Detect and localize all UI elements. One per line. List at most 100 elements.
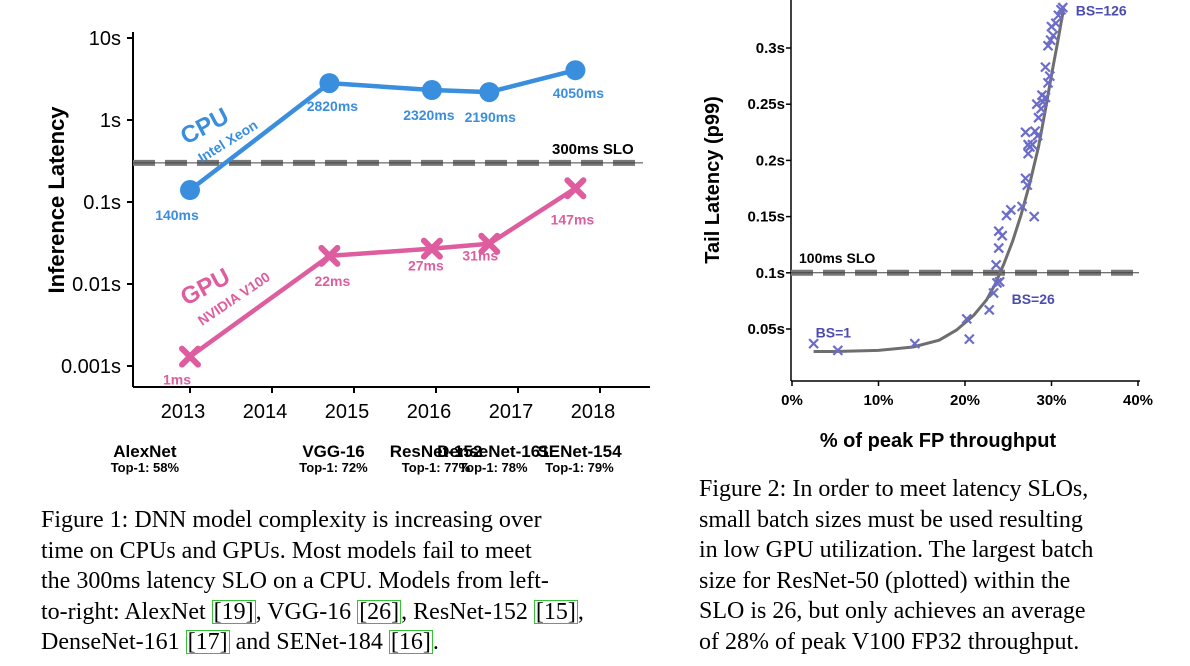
model-top1: Top-1: 79% <box>545 460 614 475</box>
f2-data-point <box>1044 70 1056 82</box>
f2-data-point <box>993 242 1005 254</box>
f2-data-point <box>1005 204 1017 216</box>
model-name: VGG-16 <box>302 442 364 461</box>
f1-x-tick-label: 2018 <box>571 401 616 423</box>
gpu-data-point <box>318 244 341 267</box>
caption-text: , VGG-16 <box>255 598 358 625</box>
cpu-data-label: 140ms <box>155 207 199 223</box>
f2-caption-line: size for ResNet-50 (plotted) within the <box>699 567 1071 594</box>
citation-link[interactable]: [26] <box>357 598 402 625</box>
f2-data-point <box>909 338 921 349</box>
f2-caption-line: Figure 2: In order to meet latency SLOs, <box>699 476 1089 502</box>
cpu-data-label: 4050ms <box>553 85 605 101</box>
f2-annotation-label: BS=1 <box>816 325 852 341</box>
model-top1: Top-1: 78% <box>459 460 528 475</box>
gpu-data-label: 31ms <box>462 248 498 264</box>
f2-caption-line: in low GPU utilization. The largest batc… <box>699 537 1094 563</box>
f2-data-point <box>983 304 995 316</box>
gpu-series-line <box>188 186 577 359</box>
f2-data-point <box>1022 179 1033 191</box>
f2-caption-line: SLO is 26, but only achieves an average <box>699 598 1086 624</box>
figure-2-chart: 0.05s 0.1s 0.15s 0.2s 0.25s 0.3s 0% 10% 20% 30% 4… <box>702 0 1153 452</box>
f2-y-axis-label: Tail Latency (p99) <box>702 96 724 263</box>
gpu-data-label: 22ms <box>314 273 350 289</box>
gpu-data-label: 147ms <box>551 211 595 227</box>
f2-x-tick-label: 10% <box>863 392 893 409</box>
f2-caption-line: small batch sizes must be used resulting <box>699 506 1083 533</box>
f1-caption-line: time on CPUs and GPUs. Most models fail … <box>41 537 532 564</box>
f2-x-tick-label: 0% <box>781 392 803 409</box>
gpu-data-point <box>420 237 443 260</box>
cpu-data-point <box>180 180 200 201</box>
f2-annotation-label: BS=26 <box>1012 291 1055 307</box>
f1-slo-label: 300ms SLO <box>552 141 634 158</box>
f2-data-point <box>961 313 973 325</box>
gpu-data-label: 1ms <box>163 372 191 388</box>
f1-x-tick-label: 2013 <box>161 401 206 423</box>
model-name: SENet-154 <box>537 442 622 461</box>
f2-data-point <box>1020 127 1031 138</box>
f2-data-point <box>1042 40 1054 52</box>
cpu-data-point <box>319 73 340 94</box>
f2-data-point <box>1057 2 1069 13</box>
caption-text: to-right: AlexNet <box>41 598 212 625</box>
citation-link[interactable]: [15] <box>533 598 578 625</box>
f2-x-tick-label: 40% <box>1123 392 1153 409</box>
f2-x-tick-label: 30% <box>1036 392 1066 409</box>
cpu-data-point <box>565 60 586 81</box>
f2-data-point <box>1033 112 1044 123</box>
f2-data-point <box>988 287 999 299</box>
f2-data-point <box>832 345 844 356</box>
f2-data-point <box>1032 130 1043 141</box>
model-name: AlexNet <box>113 442 177 461</box>
f2-data-point <box>1016 201 1028 212</box>
f1-y-tick-label: 0.1s <box>83 192 121 214</box>
figure-1-chart: 0.001s 0.01s 0.1s 1s 10s 2013 2014 2015 2016 201… <box>44 28 650 475</box>
f2-annotation-label: BS=126 <box>1076 3 1127 19</box>
f2-data-point <box>1046 21 1057 32</box>
gpu-data-point <box>564 177 587 200</box>
caption-text: , ResNet-152 <box>401 598 534 625</box>
caption-text: and SENet-184 <box>229 629 389 655</box>
f2-data-point <box>1022 139 1034 150</box>
f1-y-tick-label: 10s <box>89 28 121 50</box>
f1-y-tick-label: 1s <box>100 110 121 132</box>
f2-caption-line: of 28% of peak V100 FP32 throughput. <box>699 628 1080 655</box>
f1-x-tick-label: 2016 <box>407 401 452 423</box>
f1-y-axis-label: Inference Latency <box>44 106 69 294</box>
figure-1-caption: Figure 1: DNN model complexity is increa… <box>41 505 661 658</box>
cpu-data-label: 2820ms <box>307 98 359 114</box>
cpu-data-label: 2320ms <box>403 107 455 123</box>
caption-text: DenseNet-161 <box>41 629 186 655</box>
f1-x-tick-label: 2014 <box>243 401 288 423</box>
f2-y-tick-label: 0.2s <box>756 152 785 169</box>
f2-data-point <box>990 259 1002 271</box>
f2-data-point <box>1036 89 1048 101</box>
model-name: DenseNet-161 <box>437 442 549 461</box>
caption-text: , <box>577 598 584 625</box>
gpu-data-point <box>478 232 501 255</box>
f2-data-point <box>1053 10 1064 21</box>
f1-y-tick-label: 0.001s <box>61 356 121 378</box>
f1-y-tick-label: 0.01s <box>72 274 121 296</box>
citation-link[interactable]: [16] <box>388 629 433 655</box>
f2-y-tick-label: 0.3s <box>756 40 785 57</box>
f2-data-point <box>964 333 975 345</box>
model-top1: Top-1: 72% <box>299 460 368 475</box>
citation-link[interactable]: [19] <box>211 598 256 625</box>
f1-x-tick-label: 2015 <box>325 401 370 423</box>
f2-data-point <box>994 276 1005 288</box>
f2-x-axis-label: % of peak FP throughput <box>820 430 1057 452</box>
cpu-data-point <box>479 82 500 103</box>
f2-x-tick-label: 20% <box>950 392 980 409</box>
citation-link[interactable]: [17] <box>185 629 230 655</box>
caption-text: . <box>432 629 439 655</box>
f2-y-tick-label: 0.05s <box>747 321 785 338</box>
f2-data-point <box>808 338 819 349</box>
f1-caption-line: the 300ms latency SLO on a CPU. Models f… <box>41 568 549 594</box>
model-name: ResNet-152 <box>390 442 483 461</box>
model-top1: Top-1: 58% <box>111 460 180 475</box>
cpu-data-label: 2190ms <box>465 109 517 125</box>
f2-y-tick-label: 0.25s <box>747 96 785 113</box>
f2-data-point <box>1027 139 1038 150</box>
